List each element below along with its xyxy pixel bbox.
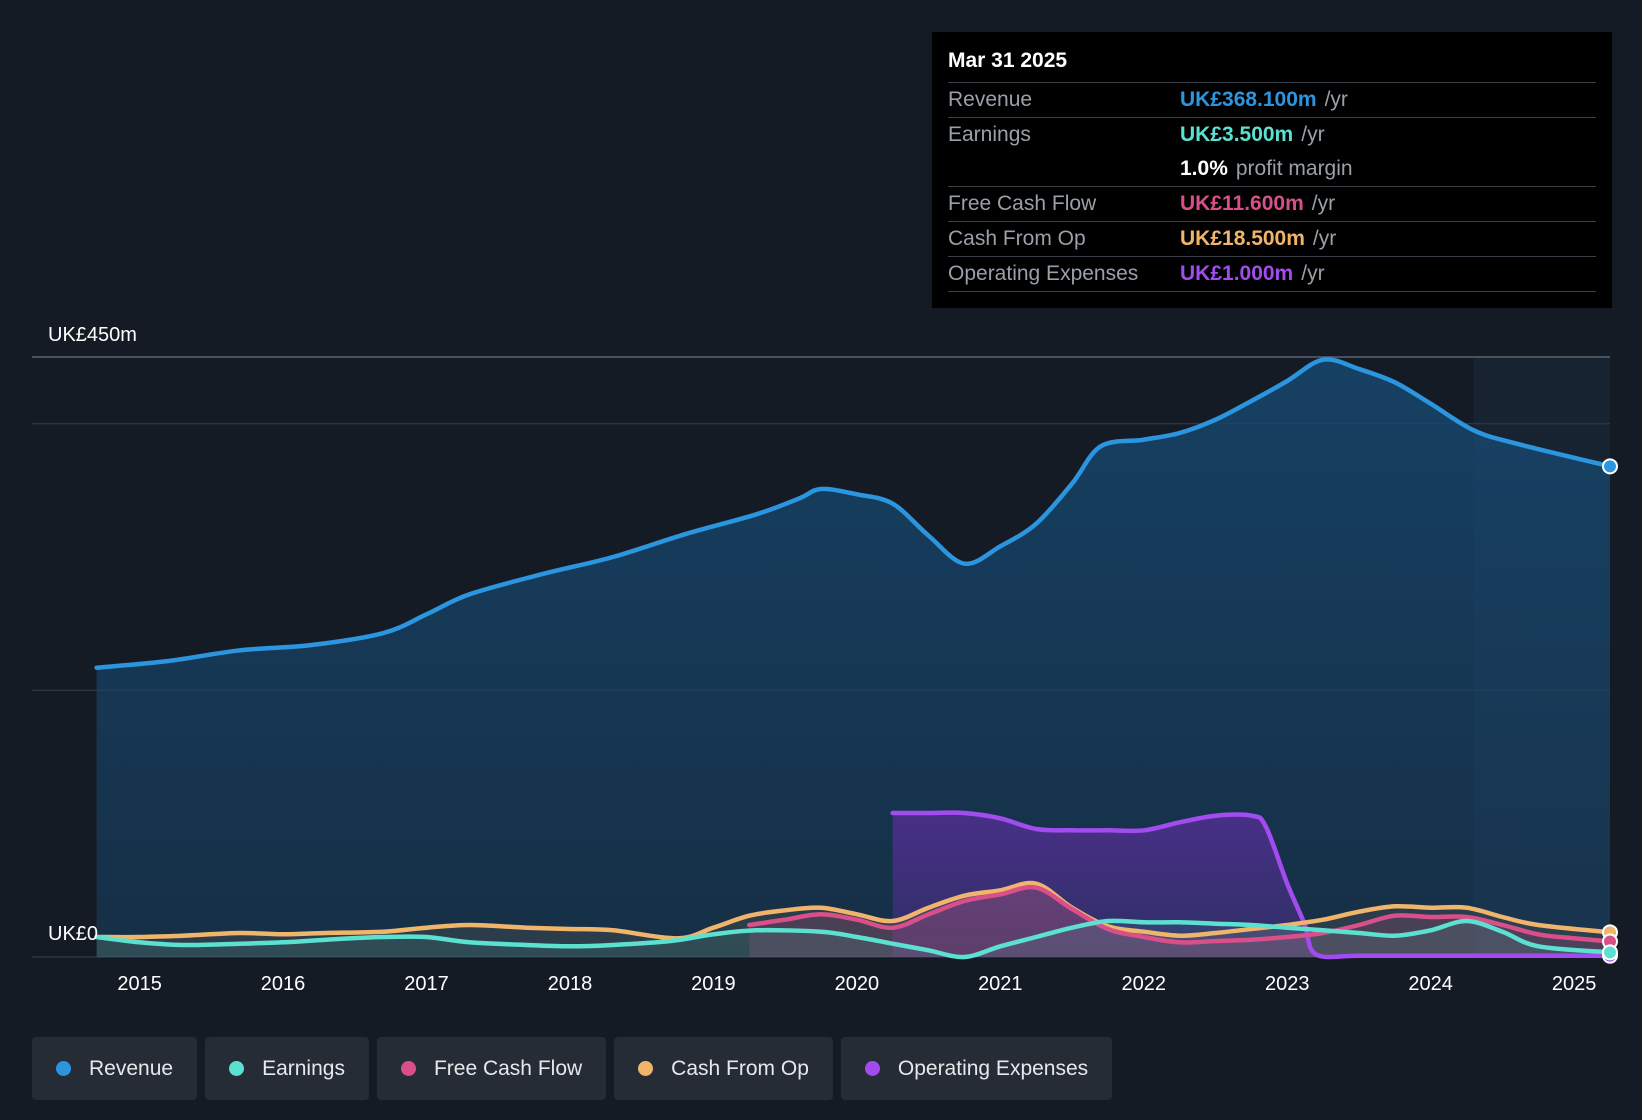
tooltip-value: UK£3.500m xyxy=(1180,123,1294,146)
legend-dot-icon xyxy=(229,1061,245,1076)
tooltip-unit: profit margin xyxy=(1235,157,1353,180)
legend-dot-icon xyxy=(400,1061,416,1076)
tooltip-label: Operating Expenses xyxy=(948,262,1139,285)
legend-label: Earnings xyxy=(262,1056,345,1080)
x-tick-label: 2016 xyxy=(261,973,306,995)
end-dot-revenue xyxy=(1602,458,1618,475)
legend-label: Revenue xyxy=(89,1056,174,1080)
tooltip-row-operating-expenses: Operating Expenses UK£1.000m /yr xyxy=(948,257,1596,292)
end-dot-earnings xyxy=(1602,944,1618,961)
legend-label: Cash From Op xyxy=(671,1056,809,1080)
tooltip-panel: Mar 31 2025 Revenue UK£368.100m /yr Earn… xyxy=(932,32,1612,308)
series-lines xyxy=(94,357,1613,960)
legend-item-earnings[interactable]: Earnings xyxy=(205,1037,369,1100)
line-cash-from-op xyxy=(94,880,1613,941)
tooltip-unit: /yr xyxy=(1311,192,1336,215)
tooltip-label: Free Cash Flow xyxy=(948,192,1097,215)
series-areas xyxy=(96,359,1611,958)
line-revenue xyxy=(94,357,1613,670)
tooltip-row-free-cash-flow: Free Cash Flow UK£11.600m /yr xyxy=(948,187,1596,222)
tooltip-label: Earnings xyxy=(948,123,1031,146)
x-tick-label: 2022 xyxy=(1122,973,1167,995)
x-tick-label: 2017 xyxy=(404,973,449,995)
area-revenue xyxy=(96,359,1611,958)
tooltip-unit: /yr xyxy=(1301,262,1325,285)
x-tick-label: 2018 xyxy=(548,973,593,995)
legend-label: Operating Expenses xyxy=(897,1056,1089,1080)
x-tick-label: 2023 xyxy=(1265,973,1310,995)
area-free-cash-flow xyxy=(749,887,1610,957)
legend-item-operating-expenses[interactable]: Operating Expenses xyxy=(840,1037,1113,1100)
line-operating-expenses xyxy=(890,810,1613,960)
y-tick-label-bottom: UK£0 xyxy=(48,923,98,945)
tooltip-unit: /yr xyxy=(1312,227,1337,250)
legend-item-free-cash-flow[interactable]: Free Cash Flow xyxy=(376,1037,607,1100)
tooltip-label: Cash From Op xyxy=(948,227,1086,250)
x-tick-label: 2015 xyxy=(117,973,162,995)
legend-item-cash-from-op[interactable]: Cash From Op xyxy=(614,1037,833,1100)
series-end-dots xyxy=(1602,458,1618,964)
x-tick-label: 2021 xyxy=(978,973,1023,995)
legend-dot-icon xyxy=(864,1061,880,1076)
tooltip-value: UK£368.100m xyxy=(1180,88,1317,111)
tooltip-value: UK£1.000m xyxy=(1180,262,1294,285)
tooltip-row-earnings: Earnings UK£3.500m /yr xyxy=(948,118,1596,152)
legend-item-revenue[interactable]: Revenue xyxy=(32,1037,198,1100)
legend: Revenue Earnings Free Cash Flow Cash Fro… xyxy=(32,1037,1113,1100)
tooltip-label xyxy=(948,152,1180,186)
tooltip-unit: /yr xyxy=(1301,123,1325,146)
legend-label: Free Cash Flow xyxy=(433,1056,583,1080)
line-free-cash-flow xyxy=(747,884,1613,945)
tooltip-row-revenue: Revenue UK£368.100m /yr xyxy=(948,83,1596,118)
tooltip-row-profit-margin: 1.0% profit margin xyxy=(948,152,1596,187)
tooltip-value: UK£18.500m xyxy=(1180,227,1305,250)
area-operating-expenses xyxy=(892,812,1610,958)
tooltip-unit: /yr xyxy=(1324,88,1348,111)
tooltip-value: UK£11.600m xyxy=(1180,192,1304,215)
tooltip-value: 1.0% xyxy=(1180,157,1228,180)
x-tick-label: 2020 xyxy=(835,973,880,995)
x-tick-label: 2025 xyxy=(1552,973,1597,995)
tooltip-label: Revenue xyxy=(948,88,1033,111)
tooltip-row-cash-from-op: Cash From Op UK£18.500m /yr xyxy=(948,222,1596,257)
line-earnings xyxy=(94,918,1613,960)
tooltip-date: Mar 31 2025 xyxy=(948,46,1596,83)
x-tick-labels: 2015 2016 2017 2018 2019 2020 2021 2022 2023 2024… xyxy=(117,973,1596,995)
x-tick-label: 2024 xyxy=(1408,973,1453,995)
y-tick-label-top: UK£450m xyxy=(48,324,137,346)
x-tick-label: 2019 xyxy=(691,973,736,995)
legend-dot-icon xyxy=(638,1061,654,1076)
legend-dot-icon xyxy=(56,1061,71,1076)
